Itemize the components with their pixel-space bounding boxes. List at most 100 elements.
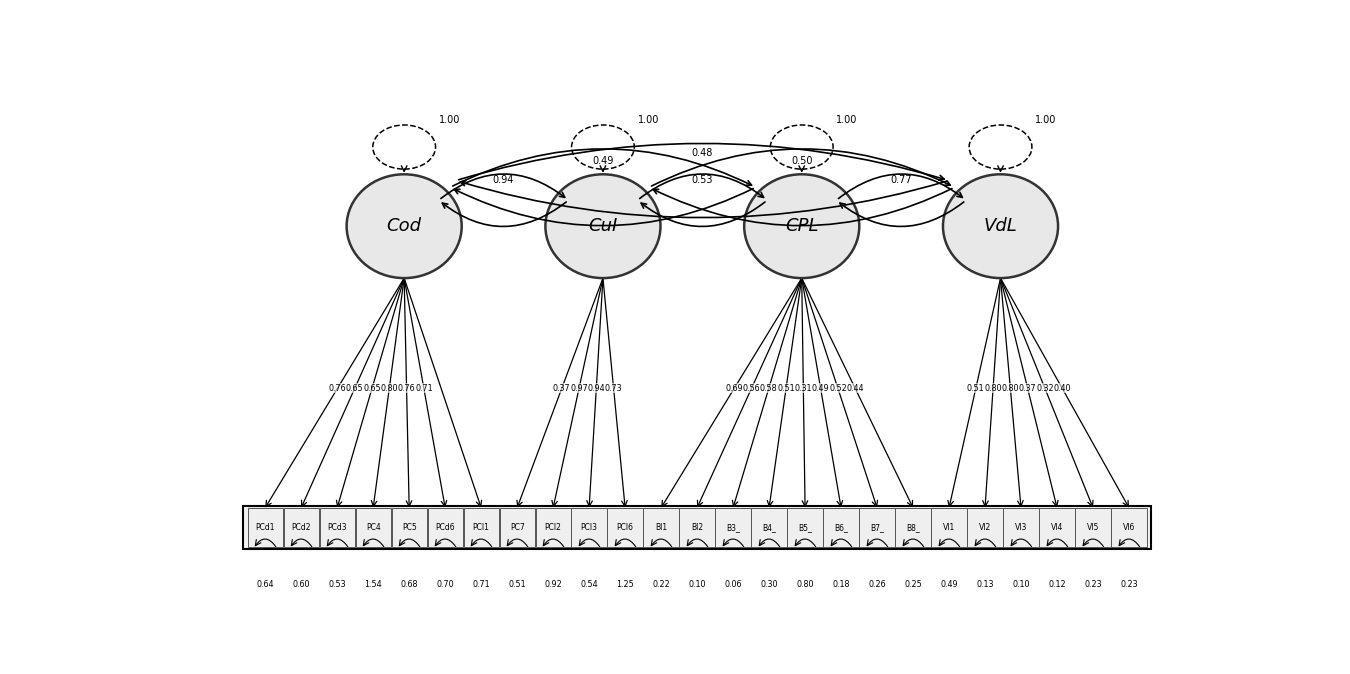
Bar (608, 508, 643, 547)
FancyArrowPatch shape (838, 174, 963, 199)
Text: 0.94: 0.94 (587, 384, 605, 393)
Text: 0.25: 0.25 (904, 580, 922, 589)
Bar (1003, 508, 1038, 547)
Bar (320, 508, 355, 547)
Text: 0.23: 0.23 (1120, 580, 1138, 589)
Text: 0.76: 0.76 (328, 384, 347, 393)
FancyArrowPatch shape (840, 202, 964, 226)
Text: B5_: B5_ (798, 523, 811, 532)
Text: VI2: VI2 (979, 523, 991, 532)
Text: 0.06: 0.06 (725, 580, 743, 589)
Text: 0.70: 0.70 (436, 580, 454, 589)
Text: VI6: VI6 (1123, 523, 1135, 532)
Text: 0.50: 0.50 (791, 156, 813, 166)
Text: 0.80: 0.80 (381, 384, 398, 393)
Bar (895, 508, 930, 547)
Text: 0.60: 0.60 (293, 580, 310, 589)
Text: 0.31: 0.31 (795, 384, 813, 393)
FancyArrowPatch shape (652, 149, 950, 186)
Text: CPL: CPL (784, 217, 818, 235)
Bar (355, 508, 390, 547)
Text: PCI1: PCI1 (472, 523, 490, 532)
Text: B3_: B3_ (726, 523, 740, 532)
Text: BI2: BI2 (691, 523, 703, 532)
Text: 0.49: 0.49 (593, 156, 614, 166)
Text: 1.00: 1.00 (836, 115, 857, 125)
Text: 0.64: 0.64 (256, 580, 274, 589)
Bar (536, 508, 571, 547)
Text: 0.52: 0.52 (829, 384, 846, 393)
Text: 1.25: 1.25 (616, 580, 634, 589)
Bar (392, 508, 427, 547)
Text: 0.26: 0.26 (868, 580, 886, 589)
FancyArrowPatch shape (640, 174, 764, 199)
Text: VI4: VI4 (1050, 523, 1064, 532)
Bar (679, 508, 714, 547)
Text: B8_: B8_ (906, 523, 919, 532)
FancyArrowPatch shape (441, 174, 564, 199)
Text: PCI6: PCI6 (617, 523, 633, 532)
Text: PCd3: PCd3 (328, 523, 347, 532)
Bar (824, 508, 859, 547)
Text: B6_: B6_ (834, 523, 848, 532)
FancyArrowPatch shape (459, 144, 944, 180)
Text: 0.65: 0.65 (346, 384, 363, 393)
Text: 0.10: 0.10 (688, 580, 706, 589)
Text: 0.71: 0.71 (414, 384, 432, 393)
Text: 0.53: 0.53 (691, 175, 713, 185)
Text: VI5: VI5 (1087, 523, 1099, 532)
Ellipse shape (744, 175, 860, 278)
Text: 0.65: 0.65 (363, 384, 381, 393)
Text: 0.76: 0.76 (398, 384, 416, 393)
Text: PC7: PC7 (510, 523, 525, 532)
Text: 1.00: 1.00 (439, 115, 460, 125)
Bar (644, 508, 679, 547)
Text: 0.22: 0.22 (652, 580, 670, 589)
Text: PCd6: PCd6 (435, 523, 455, 532)
Text: PCI3: PCI3 (580, 523, 598, 532)
FancyArrowPatch shape (653, 189, 952, 226)
Text: 0.40: 0.40 (1053, 384, 1071, 393)
Bar (931, 508, 967, 547)
Text: 0.77: 0.77 (890, 175, 913, 185)
Text: PCd2: PCd2 (292, 523, 311, 532)
Bar (1040, 508, 1075, 547)
Text: 0.44: 0.44 (846, 384, 864, 393)
Text: 1.00: 1.00 (637, 115, 659, 125)
Bar (968, 508, 1003, 547)
Bar (500, 508, 535, 547)
Text: 0.58: 0.58 (760, 384, 778, 393)
Text: 0.53: 0.53 (328, 580, 346, 589)
Bar (243, 506, 1152, 549)
Bar (284, 508, 319, 547)
Bar (1111, 508, 1146, 547)
FancyArrowPatch shape (452, 149, 752, 186)
Text: PC5: PC5 (402, 523, 417, 532)
FancyArrowPatch shape (460, 181, 946, 218)
Text: 0.56: 0.56 (743, 384, 760, 393)
Text: Cod: Cod (386, 217, 421, 235)
Text: 0.68: 0.68 (401, 580, 418, 589)
Text: VdL: VdL (984, 217, 1018, 235)
Ellipse shape (942, 175, 1058, 278)
Bar (787, 508, 822, 547)
Text: 0.48: 0.48 (691, 148, 713, 158)
Text: 0.37: 0.37 (554, 384, 571, 393)
Text: 0.12: 0.12 (1048, 580, 1067, 589)
Text: 0.51: 0.51 (778, 384, 795, 393)
Ellipse shape (545, 175, 660, 278)
Bar (247, 508, 284, 547)
Bar (463, 508, 498, 547)
Text: 0.49: 0.49 (811, 384, 829, 393)
Text: 0.18: 0.18 (833, 580, 849, 589)
Text: 0.54: 0.54 (580, 580, 598, 589)
Text: PC4: PC4 (366, 523, 381, 532)
Bar (716, 508, 751, 547)
Bar (1076, 508, 1111, 547)
Bar (571, 508, 606, 547)
Text: 0.80: 0.80 (796, 580, 814, 589)
FancyArrowPatch shape (641, 202, 765, 226)
Text: BI1: BI1 (655, 523, 667, 532)
Bar (428, 508, 463, 547)
Text: 0.32: 0.32 (1035, 384, 1054, 393)
